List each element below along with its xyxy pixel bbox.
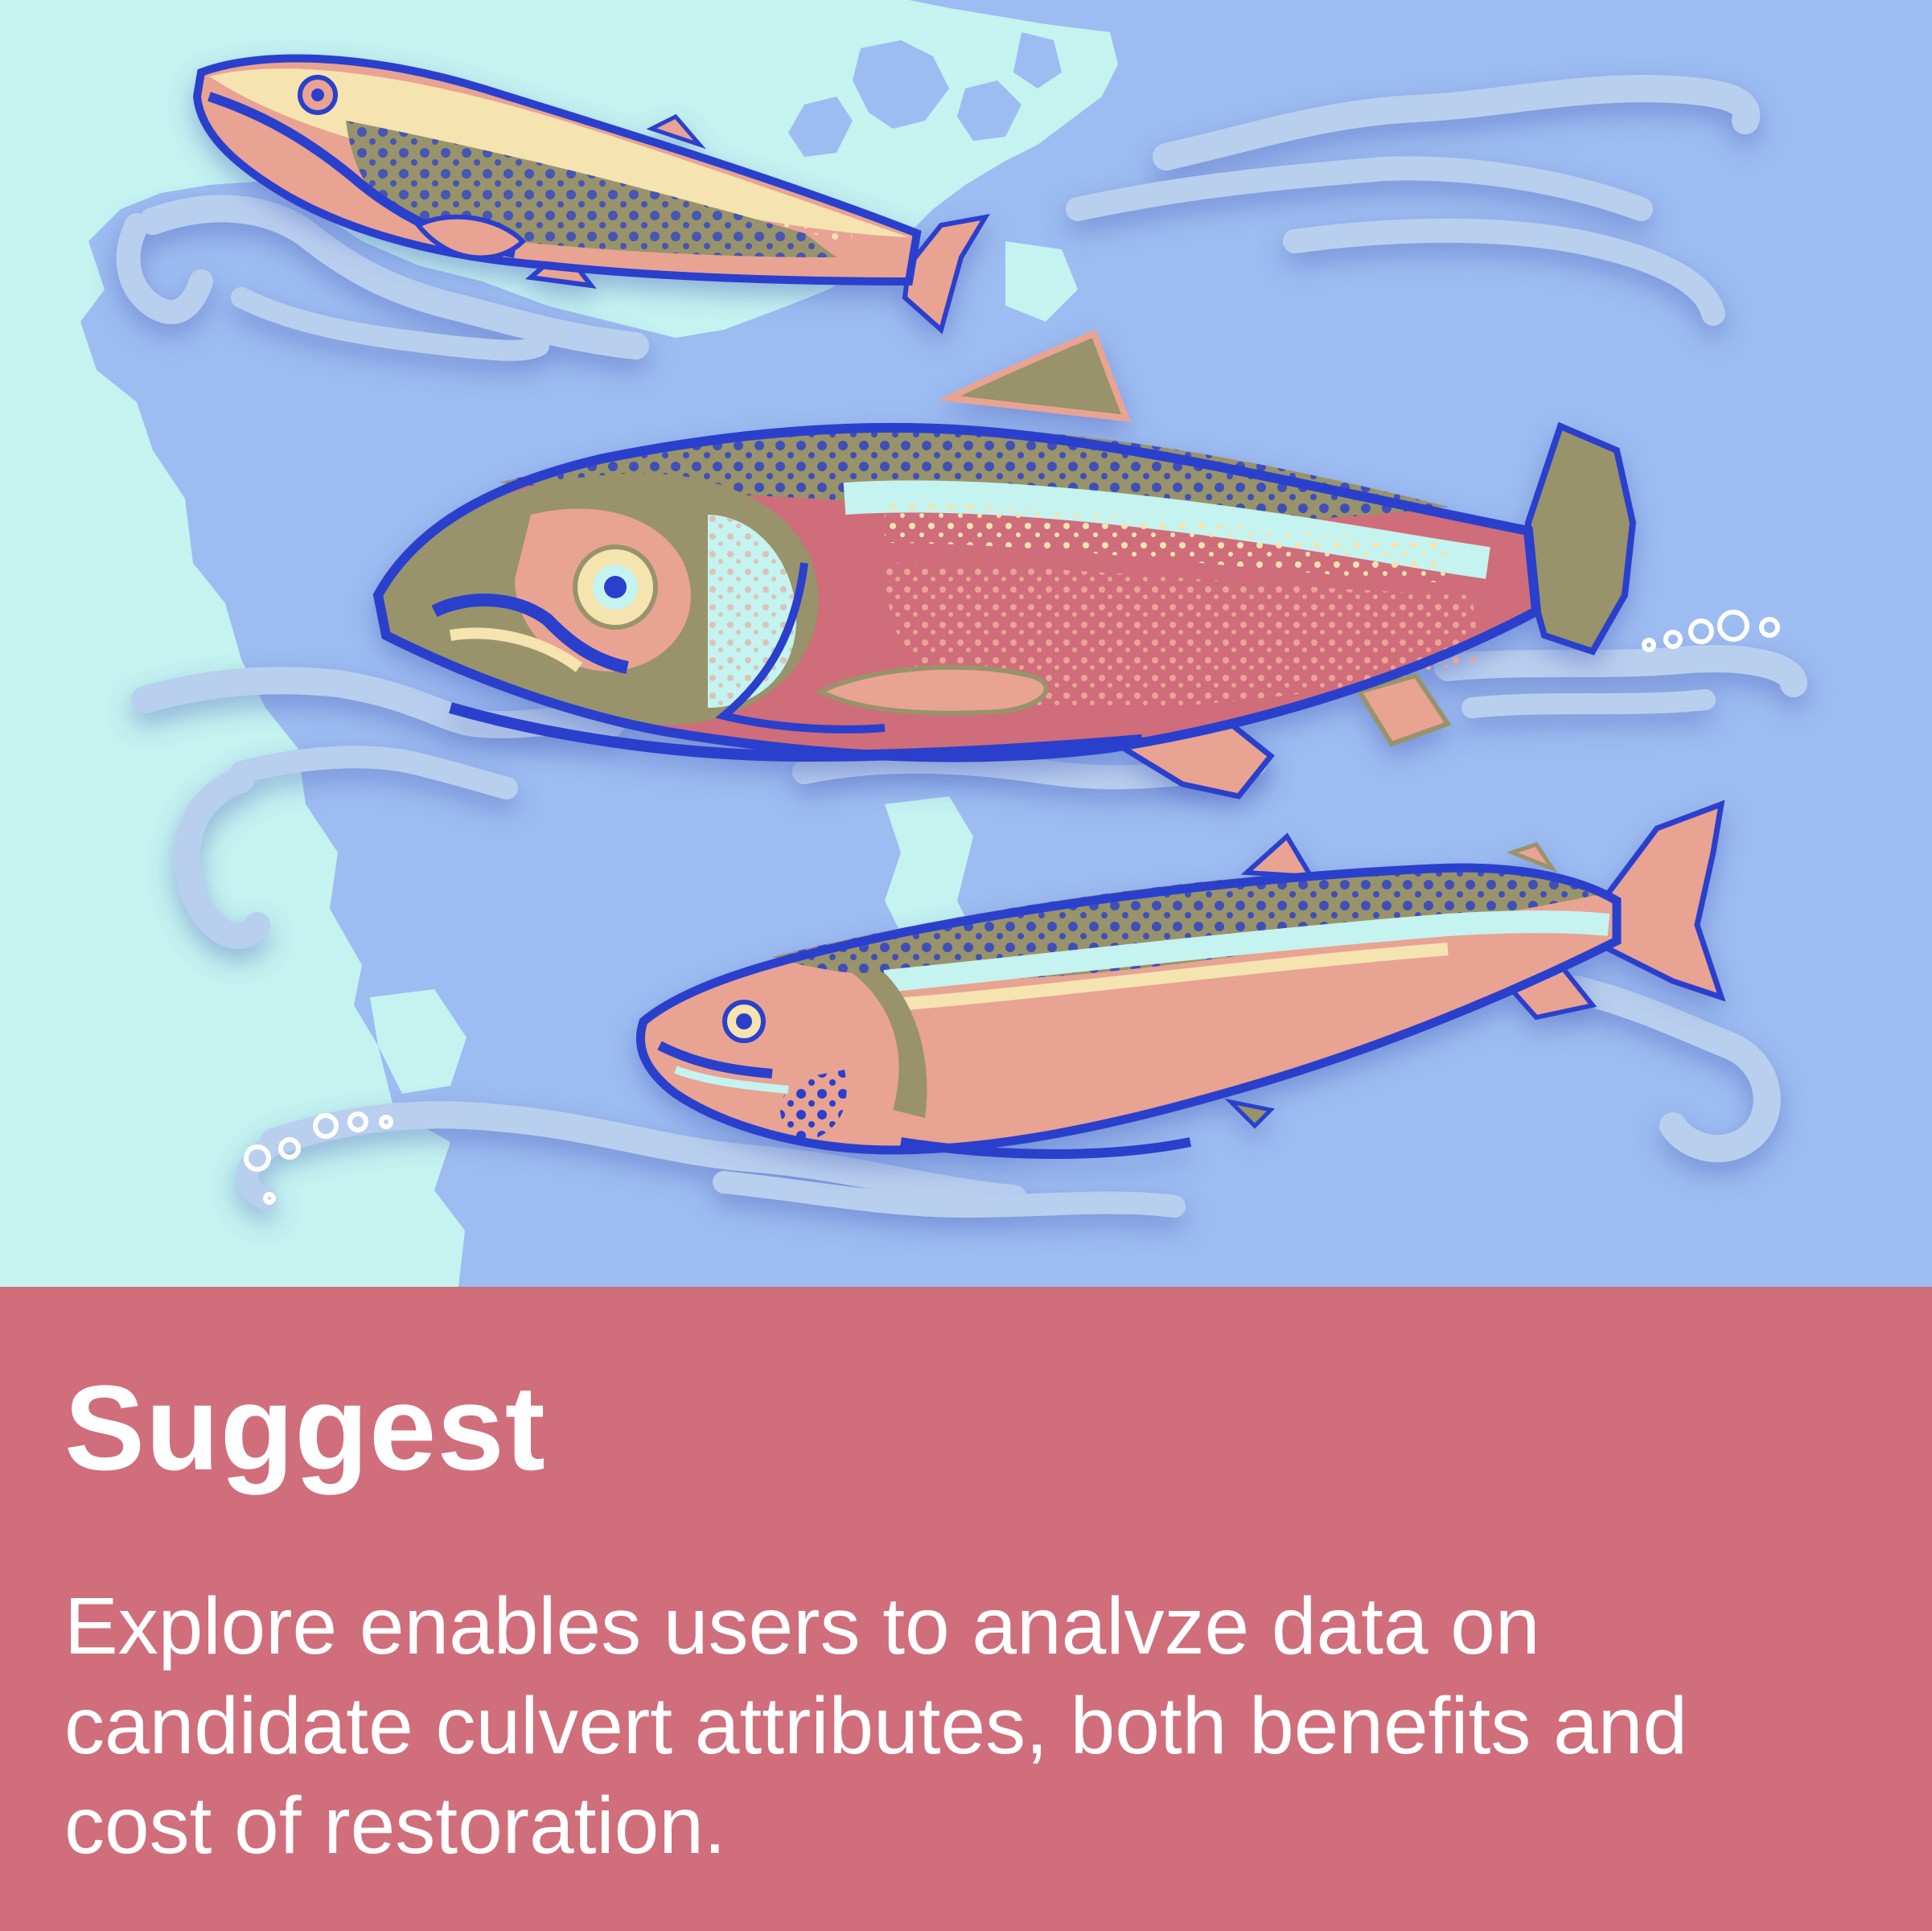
salmon-illustration [80,0,1932,1287]
caption-panel [0,1287,1932,1931]
salmon-illustration-svg [80,0,1932,1287]
bubbles-icon [244,610,1780,1205]
caption-title: Suggest [64,1360,546,1495]
salmon-bottom-icon [635,799,1726,1159]
salmon-middle-icon [372,329,1637,799]
water-swirl-icon [116,74,1807,1218]
caption-body: Explore enables users to analvze data on… [64,1581,1687,1871]
salmon-top-icon [192,54,990,335]
